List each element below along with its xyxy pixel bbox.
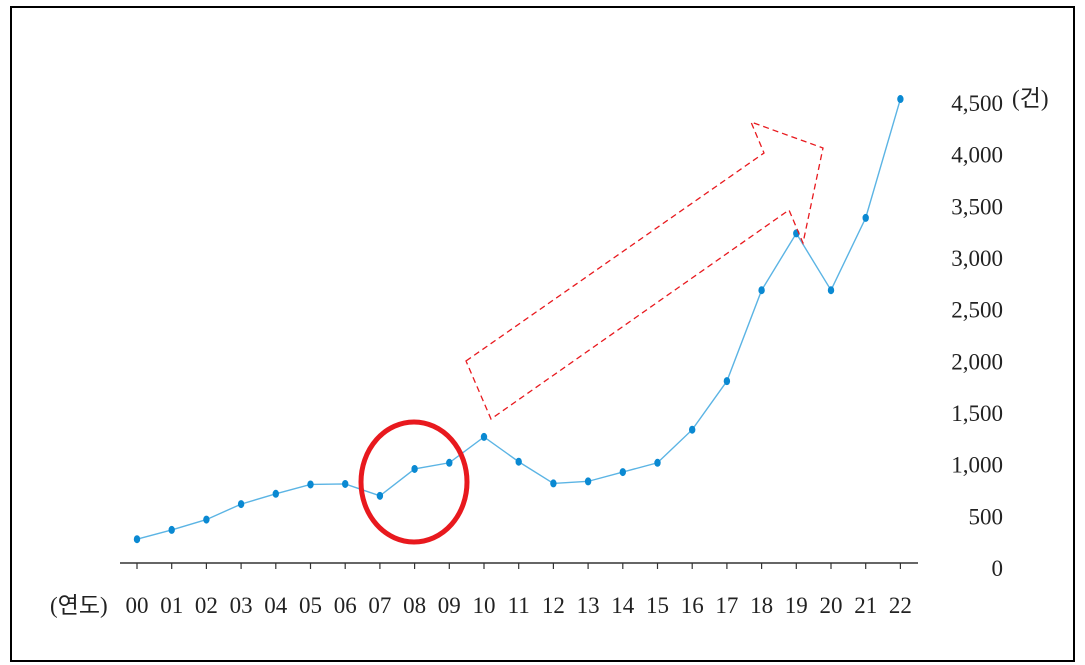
x-tick-label-04: 04 <box>264 593 288 618</box>
data-point-22 <box>897 95 904 104</box>
x-tick-label-03: 03 <box>230 593 253 618</box>
y-axis-unit: (건) <box>1012 86 1048 111</box>
data-point-10 <box>480 432 488 441</box>
x-tick-label-10: 10 <box>473 593 496 618</box>
y-tick-label: 1,000 <box>951 453 1003 478</box>
x-tick-label-01: 01 <box>160 593 183 618</box>
x-tick-label-20: 20 <box>820 593 843 618</box>
x-tick-label-21: 21 <box>854 593 877 618</box>
x-tick-label-08: 08 <box>403 593 426 618</box>
data-point-00 <box>133 535 141 544</box>
chart-frame <box>10 6 1075 662</box>
data-point-15 <box>654 458 661 467</box>
y-tick-label: 0 <box>992 556 1004 581</box>
x-tick-label-06: 06 <box>334 593 357 618</box>
x-tick-label-13: 13 <box>577 593 600 618</box>
data-point-20 <box>827 286 835 295</box>
data-point-21 <box>862 213 869 222</box>
data-point-09 <box>446 458 453 467</box>
x-tick-label-07: 07 <box>368 593 391 618</box>
trend-arrow <box>465 120 824 420</box>
x-tick-label-11: 11 <box>508 593 530 618</box>
x-tick-label-19: 19 <box>785 593 808 618</box>
x-tick-label-02: 02 <box>195 593 218 618</box>
x-tick-label-14: 14 <box>611 593 635 618</box>
highlight-circle <box>358 419 470 545</box>
y-tick-label: 500 <box>969 504 1004 529</box>
data-point-05 <box>307 480 314 489</box>
x-axis-label: (연도) <box>50 593 108 618</box>
x-tick-label-17: 17 <box>715 593 738 618</box>
data-point-17 <box>723 377 731 386</box>
y-tick-label: 4,500 <box>951 91 1003 116</box>
data-point-18 <box>758 286 765 295</box>
x-tick-label-22: 22 <box>889 593 912 618</box>
data-point-02 <box>203 515 210 524</box>
data-point-03 <box>237 500 245 509</box>
data-point-04 <box>272 489 279 498</box>
x-tick-label-15: 15 <box>646 593 669 618</box>
data-point-14 <box>619 468 626 477</box>
y-tick-label: 3,000 <box>951 246 1003 271</box>
data-point-11 <box>515 457 522 466</box>
data-point-12 <box>550 479 557 488</box>
x-tick-label-12: 12 <box>542 593 565 618</box>
y-tick-label: 2,500 <box>951 298 1003 323</box>
data-point-06 <box>342 479 349 488</box>
data-point-07 <box>376 491 384 500</box>
x-tick-label-18: 18 <box>750 593 773 618</box>
x-tick-label-16: 16 <box>681 593 704 618</box>
data-point-08 <box>411 464 418 473</box>
y-tick-label: 1,500 <box>951 401 1003 426</box>
data-point-16 <box>689 425 696 434</box>
y-tick-label: 3,500 <box>951 194 1003 219</box>
data-point-13 <box>584 477 592 486</box>
x-tick-label-09: 09 <box>438 593 461 618</box>
data-point-01 <box>168 525 175 534</box>
series-line <box>136 98 902 540</box>
y-tick-label: 2,000 <box>951 349 1003 374</box>
x-tick-label-05: 05 <box>299 593 322 618</box>
x-tick-label-00: 00 <box>126 593 149 618</box>
y-tick-label: 4,000 <box>951 143 1003 168</box>
